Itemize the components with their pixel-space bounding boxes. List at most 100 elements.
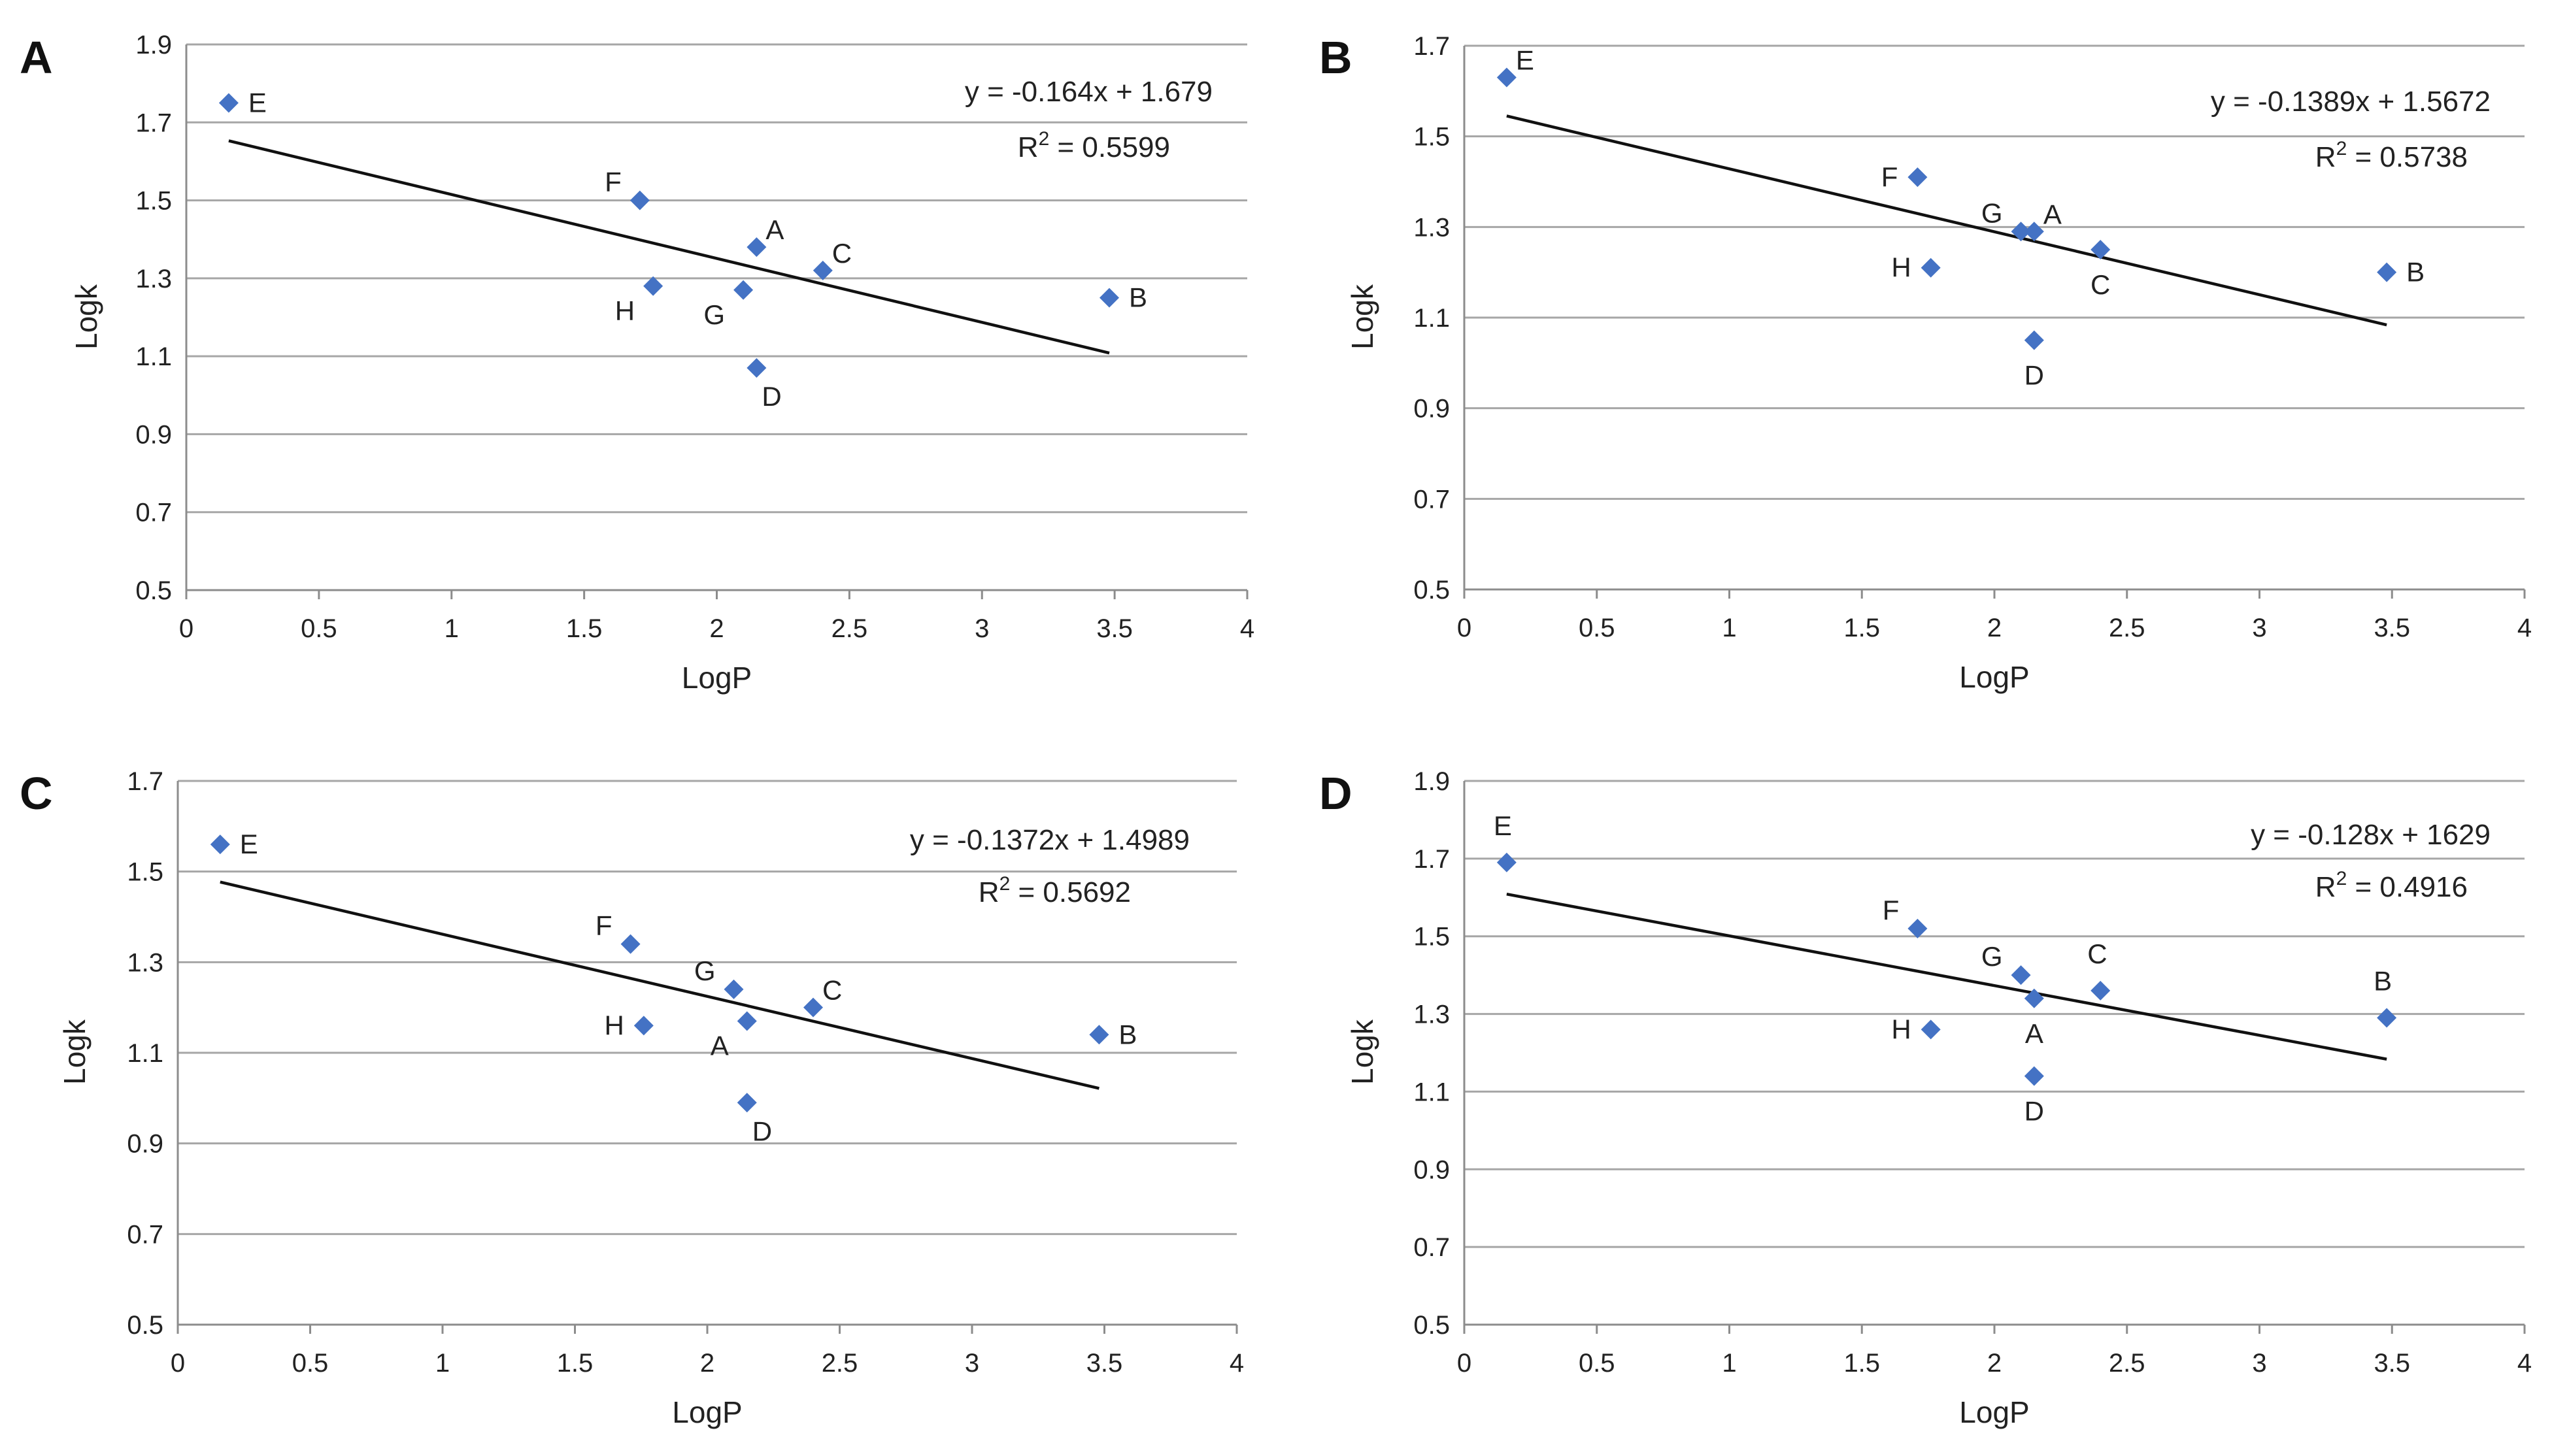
x-tick-label: 2.5 [2109,614,2145,642]
x-tick-label: 1.5 [557,1349,594,1378]
x-tick-label: 0.5 [301,614,337,643]
y-tick-label: 1.1 [1413,1078,1450,1106]
data-point-a [737,1011,757,1031]
point-label-b: B [1118,1019,1137,1050]
point-label-g: G [1981,197,2003,228]
x-tick-label: 3.5 [2374,614,2410,642]
data-point-d [737,1093,757,1113]
trendline-equation: y = -0.1389x + 1.5672 [2211,86,2491,118]
y-tick-label: 1.3 [1413,213,1450,242]
y-tick-label: 0.5 [1413,1311,1450,1340]
y-tick-label: 0.9 [127,1130,163,1159]
point-label-f: F [1881,161,1898,192]
data-point-d [747,358,767,378]
point-label-b: B [1129,282,1147,313]
panel-b: B0.50.70.91.11.31.51.70 0.5 1 1.5 2 2.5 3 3.5 4L… [1319,32,2532,694]
y-tick-label: 0.5 [135,576,172,605]
data-point-b [1089,1025,1109,1045]
trendline-equation: y = -0.128x + 1629 [2251,819,2491,851]
y-tick-label: 1.5 [135,187,172,216]
x-tick-label: 0 [1457,1349,1471,1378]
x-tick-label: 3 [2252,1349,2266,1378]
x-tick-label: 0 [171,1349,185,1378]
data-point-f [1907,167,1928,188]
point-label-d: D [2024,360,2044,391]
x-tick-label: 3.5 [2374,1349,2410,1378]
y-tick-label: 0.7 [1413,485,1450,514]
y-axis-title: Logk [69,284,103,350]
trendline-equation: y = -0.164x + 1.679 [965,76,1213,108]
x-tick-label: 0 [179,614,193,643]
point-label-e: E [1516,45,1534,76]
x-tick-label: 4 [2517,1349,2532,1378]
trendline [220,880,1100,1090]
y-tick-label: 1.3 [127,948,163,977]
x-tick-label: 3 [2252,614,2266,642]
point-label-c: C [822,975,842,1006]
x-tick-label: 1 [1722,1349,1736,1378]
x-tick-label: 2.5 [2109,1349,2145,1378]
y-tick-label: 0.7 [1413,1233,1450,1262]
y-tick-label: 1.7 [1413,845,1450,874]
x-tick-label: 4 [1230,1349,1244,1378]
trendline-equation: y = -0.1372x + 1.4989 [910,824,1190,856]
y-tick-label: 1.5 [1413,123,1450,152]
y-tick-label: 1.7 [135,108,172,137]
y-tick-label: 1.1 [135,342,172,371]
point-label-g: G [1981,941,2003,972]
x-axis-title: LogP [1959,660,2029,694]
point-label-c: C [2090,269,2110,300]
y-tick-label: 1.9 [135,31,172,59]
trendline [228,139,1110,355]
panel-d: D0.50.70.91.11.31.51.71.90 0.5 1 1.5 2 2.5 3 3.… [1319,767,2532,1429]
x-tick-label: 2 [1987,614,2002,642]
x-tick-label: 2 [709,614,724,643]
y-tick-label: 1.5 [1413,923,1450,951]
x-tick-label: 1.5 [1843,1349,1880,1378]
point-label-b: B [2406,257,2425,288]
y-tick-label: 1.3 [135,265,172,293]
data-point-h [643,276,663,296]
x-tick-label: 3.5 [1096,614,1133,643]
x-tick-label: 0.5 [1579,614,1615,642]
point-label-d: D [752,1116,772,1146]
data-point-f [620,934,641,954]
point-label-a: A [765,214,784,245]
data-point-g [724,979,744,999]
x-tick-label: 3.5 [1086,1349,1123,1378]
r-squared: R2 = 0.5692 [979,873,1131,908]
data-point-h [1921,1019,1941,1040]
x-tick-label: 1 [445,614,459,643]
y-tick-label: 1.7 [1413,32,1450,61]
panel-letter: A [20,32,53,83]
data-point-a [2024,988,2044,1008]
point-label-b: B [2374,966,2392,997]
x-tick-label: 0.5 [292,1349,329,1378]
trendline [1506,893,2387,1061]
y-axis-title: Logk [58,1019,92,1085]
point-label-c: C [2087,938,2107,969]
point-label-h: H [604,1010,624,1040]
x-axis-title: LogP [682,661,752,695]
point-label-f: F [605,167,622,197]
x-tick-label: 0.5 [1579,1349,1615,1378]
x-tick-label: 1 [1722,614,1736,642]
point-label-e: E [248,87,267,118]
x-axis-title: LogP [672,1395,742,1429]
point-label-g: G [694,955,716,986]
data-point-c [803,997,823,1018]
data-point-e [1496,67,1517,88]
y-tick-label: 1.3 [1413,1001,1450,1029]
data-point-b [2377,1008,2397,1028]
data-point-f [630,190,650,210]
point-label-f: F [1883,895,1900,925]
y-tick-label: 0.7 [127,1220,163,1249]
x-tick-label: 4 [1240,614,1254,643]
y-tick-label: 0.9 [135,420,172,449]
y-tick-label: 0.5 [1413,576,1450,604]
y-tick-label: 0.9 [1413,1155,1450,1184]
point-label-c: C [832,238,852,269]
y-tick-label: 1.1 [127,1039,163,1068]
y-tick-label: 1.9 [1413,767,1450,796]
